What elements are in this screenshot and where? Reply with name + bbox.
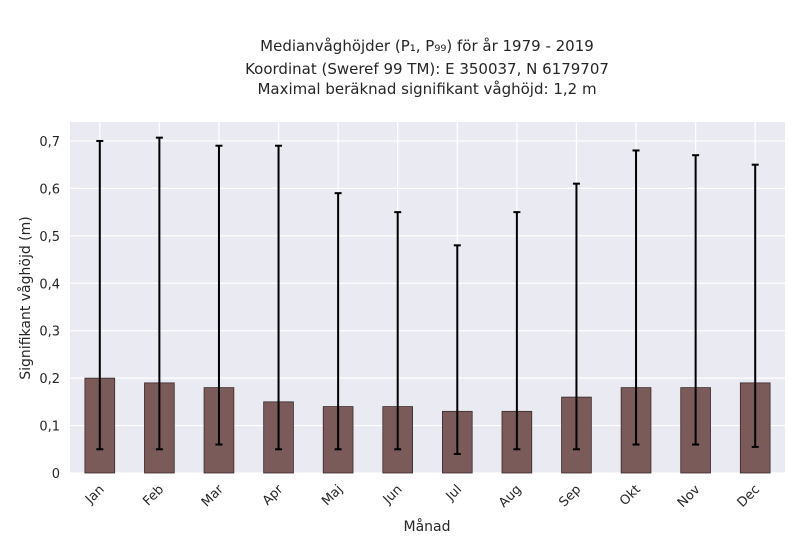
error-bar-maj [334,192,342,451]
chart-title-line-2: Koordinat (Sweref 99 TM): E 350037, N 61… [245,60,609,78]
y-tick-label: 0,7 [39,135,60,150]
y-axis-label: Signifikant våghöjd (m) [17,216,34,379]
chart-title: Medianvåghöjder (P₁, P₉₉) för år 1979 - … [245,37,609,98]
y-tick-label: 0,4 [39,277,60,292]
error-bar-aug [513,211,521,451]
x-tick-label: Sep [556,482,584,510]
error-bar-mar [215,144,223,446]
chart-title-line-1: Medianvåghöjder (P₁, P₉₉) för år 1979 - … [260,37,594,55]
x-tick-label: Apr [260,482,287,509]
y-tick-label: 0 [52,467,60,482]
x-tick-label: Maj [319,482,346,509]
error-bar-jun [394,211,402,451]
error-bar-sep [572,182,580,451]
y-tick-label: 0,1 [39,420,60,435]
x-tick-label: Jun [380,482,406,508]
x-tick-label: Jul [443,482,465,504]
error-bar-dec [751,163,759,448]
error-bar-jan [96,139,104,451]
error-bar-okt [632,149,640,446]
error-bar-feb [155,136,163,451]
x-tick-labels: Jan Feb Mar Apr Maj Jun Jul Aug Sep Okt Nov Dec [82,482,763,511]
x-tick-label: Feb [140,482,167,509]
plot-area [70,122,785,473]
y-tick-label: 0,2 [39,372,60,387]
x-tick-label: Dec [735,482,763,510]
x-tick-label: Mar [199,482,227,510]
x-axis-label: Månad [404,518,451,535]
x-tick-label: Nov [675,482,704,511]
y-tick-label: 0,5 [39,230,60,245]
y-tick-label: 0,3 [39,325,60,340]
x-tick-label: Jan [82,482,107,507]
error-bar-jul [453,244,461,456]
x-tick-label: Okt [617,482,644,509]
error-bars [96,136,759,456]
y-tick-label: 0,6 [39,182,60,197]
x-tick-label: Aug [496,482,525,511]
error-bar-nov [692,154,700,446]
error-bar-apr [275,144,283,451]
chart-title-line-3: Maximal beräknad signifikant våghöjd: 1,… [257,80,596,98]
y-tick-labels: 0 0,1 0,2 0,3 0,4 0,5 0,6 0,7 [39,135,60,482]
